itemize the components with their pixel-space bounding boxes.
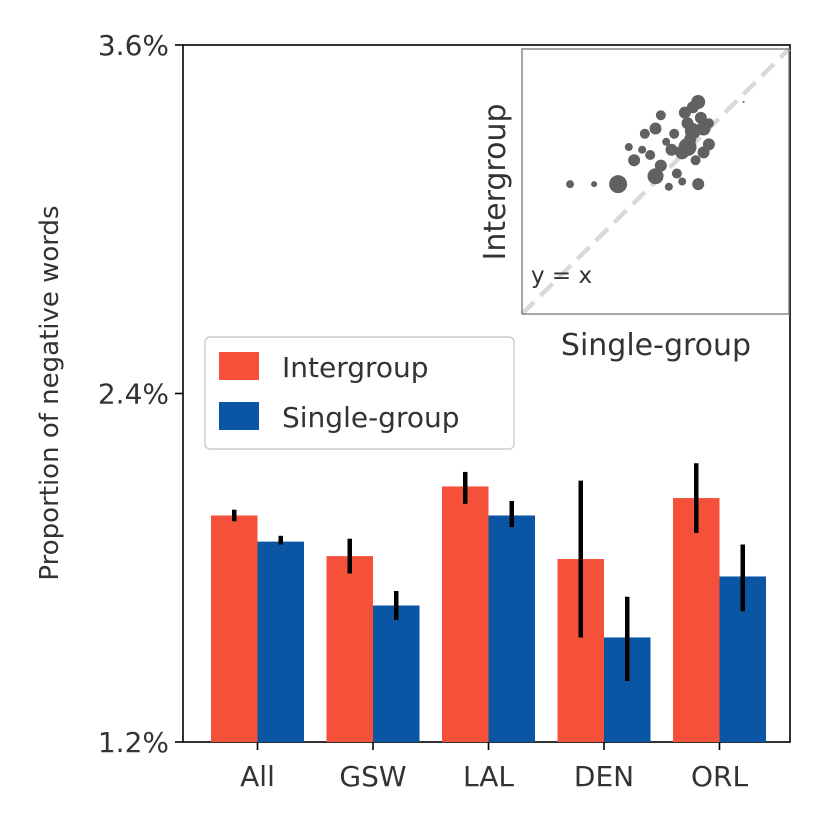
- scatter-point: [702, 138, 715, 151]
- legend-swatch-single-group: [219, 402, 259, 430]
- bar-lal-single-group: [488, 515, 535, 742]
- inset-y-axis-label: Intergroup: [478, 103, 513, 260]
- scatter-point: [628, 154, 641, 167]
- x-tick-label-all: All: [240, 760, 275, 793]
- scatter-point: [703, 118, 714, 129]
- reference-line-label: y = x: [531, 263, 592, 289]
- scatter-point: [694, 111, 707, 124]
- scatter-point: [609, 175, 628, 194]
- scatter-point: [665, 143, 678, 156]
- scatter-point: [664, 182, 673, 191]
- x-tick-label-den: DEN: [574, 760, 634, 793]
- bar-gsw-single-group: [373, 605, 420, 742]
- scatter-point: [691, 95, 706, 109]
- scatter-point: [645, 150, 656, 160]
- y-tick-label: 1.2%: [98, 726, 169, 759]
- inset-x-axis-label: Single-group: [561, 328, 751, 363]
- y-tick-label: 3.6%: [98, 29, 169, 62]
- x-tick-label-lal: LAL: [463, 760, 514, 793]
- inset-chart: y = x Intergroup Single-group: [478, 47, 791, 363]
- x-axis: All GSW LAL DEN ORL: [240, 742, 748, 793]
- scatter-point: [647, 168, 664, 185]
- bar-all-intergroup: [211, 515, 258, 742]
- legend-label-intergroup: Intergroup: [282, 351, 429, 384]
- scatter-point: [678, 177, 687, 186]
- bars: [211, 486, 766, 742]
- scatter-point: [669, 128, 680, 139]
- y-axis-label: Proportion of negative words: [35, 205, 65, 580]
- legend-label-single-group: Single-group: [282, 401, 460, 434]
- scatter-point: [692, 178, 705, 191]
- scatter-point: [649, 122, 662, 135]
- inset-points: [566, 95, 745, 194]
- inset-frame: [521, 48, 790, 315]
- legend-swatch-intergroup: [219, 352, 259, 380]
- bar-lal-intergroup: [442, 486, 489, 742]
- scatter-point: [639, 128, 650, 139]
- scatter-point: [638, 145, 647, 154]
- bar-orl-intergroup: [673, 498, 720, 742]
- error-bars: [232, 463, 745, 682]
- scatter-point: [690, 155, 701, 166]
- legend-frame: [204, 336, 515, 450]
- scatter-point: [566, 180, 575, 189]
- x-tick-label-orl: ORL: [691, 760, 748, 793]
- legend: Intergroup Single-group: [204, 336, 515, 450]
- scatter-point: [654, 159, 667, 172]
- scatter-point: [624, 143, 633, 152]
- scatter-point: [662, 137, 671, 146]
- x-tick-label-gsw: GSW: [339, 760, 406, 793]
- scatter-point: [591, 181, 598, 188]
- y-tick-label: 2.4%: [98, 378, 169, 411]
- scatter-point: [742, 101, 745, 103]
- bar-gsw-intergroup: [326, 556, 373, 742]
- scatter-point: [655, 110, 666, 121]
- y-axis: 1.2% 2.4% 3.6%: [98, 29, 183, 759]
- scatter-point: [671, 168, 682, 179]
- bar-all-single-group: [257, 541, 304, 742]
